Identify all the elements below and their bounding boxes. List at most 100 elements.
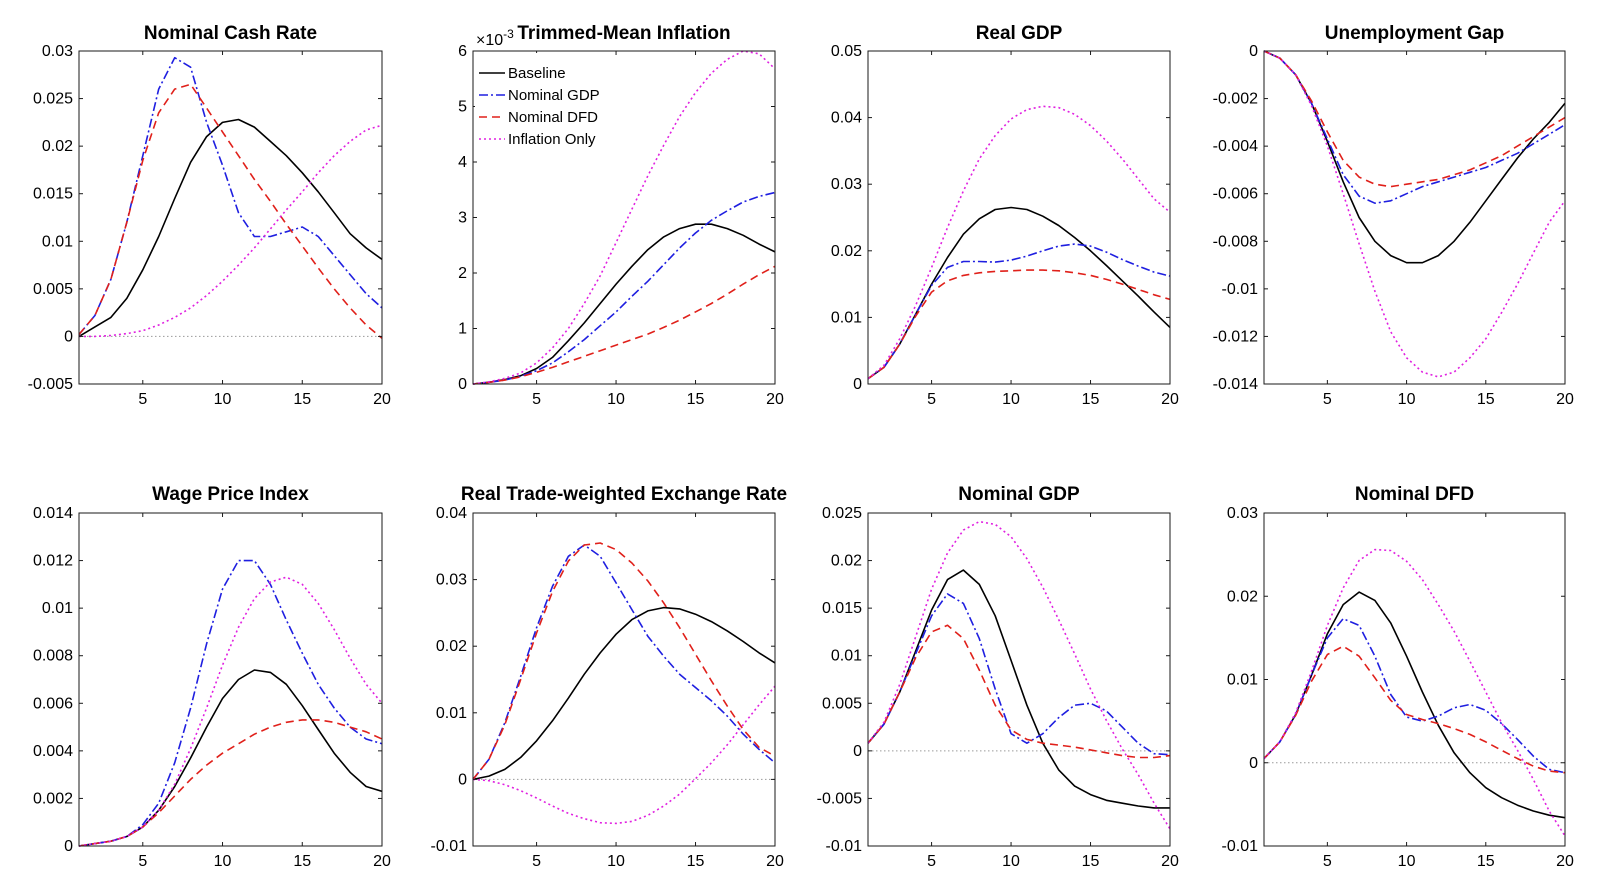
y-tick-label: 0 — [1249, 755, 1258, 772]
series-line-inflation-only — [78, 576, 383, 847]
axes-box — [472, 512, 776, 847]
series-line-nominal-dfd — [78, 83, 383, 339]
x-tick-label: 15 — [1477, 853, 1495, 870]
x-tick-label: 15 — [1477, 391, 1495, 408]
axes-box — [78, 512, 383, 847]
panel-title: Trimmed-Mean Inflation — [517, 23, 730, 44]
y-tick-label: -0.014 — [1213, 376, 1258, 393]
x-tick-label: 15 — [687, 853, 705, 870]
x-tick-label: 5 — [927, 391, 936, 408]
y-tick-label: 0.015 — [33, 186, 73, 203]
panel-real-trade-weighted-exchange-rate: 5 10 15 20 -0.01 0 0.01 0.02 0.03 0.04 Real Trade… — [431, 484, 788, 870]
y-tick-label: 0.012 — [33, 553, 73, 570]
x-tick-label: 20 — [373, 853, 391, 870]
y-tick-label: 0 — [1249, 43, 1258, 60]
y-tick-label: 0.025 — [33, 91, 73, 108]
x-tick-label: 15 — [1082, 853, 1100, 870]
y-tick-label: 0.01 — [1227, 672, 1258, 689]
series-line-nominal-dfd — [472, 265, 776, 385]
series-line-nominal-dfd — [867, 269, 1171, 380]
y-tick-label: 0 — [64, 328, 73, 345]
axes-box — [867, 512, 1171, 847]
y-tick-label: 4 — [458, 154, 467, 171]
panel-title: Nominal GDP — [958, 484, 1080, 505]
y-tick-label: 0 — [853, 376, 862, 393]
y-tick-label: 0.01 — [831, 648, 862, 665]
x-tick-label: 20 — [766, 391, 784, 408]
panel-nominal-dfd: Nominal DFD 5 10 15 20 -0.01 0 0.01 0.02 0.03 — [1222, 484, 1574, 870]
y-tick-label: 0.03 — [42, 43, 73, 60]
y-tick-label: 0 — [853, 743, 862, 760]
x-tick-label: 10 — [214, 391, 232, 408]
y-tick-label: 0.01 — [42, 600, 73, 617]
y-tick-label: -0.01 — [1222, 838, 1259, 855]
series-line-nominal-gdp — [78, 56, 383, 336]
y-tick-label: 0 — [64, 838, 73, 855]
y-tick-label: 0.014 — [33, 505, 73, 522]
series-line-inflation-only — [1263, 50, 1566, 378]
y-tick-label: -0.005 — [28, 376, 73, 393]
x-tick-label: 10 — [1398, 853, 1416, 870]
x-tick-label: 10 — [1002, 391, 1020, 408]
series-line-baseline — [472, 606, 776, 781]
y-tick-label: 0.03 — [1227, 505, 1258, 522]
y-tick-label: 0.02 — [42, 138, 73, 155]
x-tick-label: 5 — [138, 391, 147, 408]
series-line-inflation-only — [1263, 548, 1566, 837]
axis-multiplier: ×10-3 — [476, 27, 514, 49]
series-line-nominal-gdp — [472, 544, 776, 780]
y-tick-label: 1 — [458, 321, 467, 338]
x-tick-label: 10 — [607, 853, 625, 870]
y-tick-label: 0.006 — [33, 695, 73, 712]
y-tick-label: 6 — [458, 43, 467, 60]
y-tick-label: 0.03 — [831, 176, 862, 193]
y-tick-label: 0.002 — [33, 790, 73, 807]
panel-nominal-gdp: Nominal GDP 5 10 15 20 -0.01 -0.005 0 0.005 0.01… — [817, 484, 1179, 870]
panel-title: Real GDP — [976, 23, 1063, 44]
x-tick-label: 15 — [293, 853, 311, 870]
panel-title: Wage Price Index — [152, 484, 309, 505]
series-line-nominal-gdp — [867, 593, 1171, 756]
series-line-nominal-gdp — [1263, 617, 1566, 774]
y-tick-label: 0 — [458, 376, 467, 393]
y-tick-label: 0.02 — [831, 553, 862, 570]
legend-label: Nominal DFD — [508, 109, 598, 126]
y-tick-label: 0.04 — [436, 505, 467, 522]
y-tick-label: 0.02 — [436, 638, 467, 655]
legend-label: Nominal GDP — [508, 87, 600, 104]
series-line-baseline — [78, 118, 383, 338]
series-line-nominal-gdp — [472, 191, 776, 385]
panel-title: Unemployment Gap — [1325, 23, 1504, 44]
series-line-inflation-only — [472, 50, 776, 385]
y-tick-label: 3 — [458, 210, 467, 227]
legend-label: Inflation Only — [508, 131, 596, 148]
x-tick-label: 20 — [1556, 853, 1574, 870]
series-line-nominal-gdp — [1263, 50, 1566, 204]
x-tick-label: 15 — [687, 391, 705, 408]
y-tick-label: 0.02 — [831, 243, 862, 260]
y-tick-label: 0.008 — [33, 648, 73, 665]
panel-title: Real Trade-weighted Exchange Rate — [461, 484, 787, 505]
x-tick-label: 5 — [532, 391, 541, 408]
y-tick-label: 0.05 — [831, 43, 862, 60]
axes-box — [867, 50, 1171, 385]
x-tick-label: 15 — [1082, 391, 1100, 408]
axes-box — [1263, 50, 1566, 385]
legend: Baseline Nominal GDP Nominal DFD Inflation … — [475, 53, 615, 148]
y-tick-label: -0.005 — [817, 790, 862, 807]
x-tick-label: 20 — [1161, 853, 1179, 870]
legend-background — [475, 53, 615, 147]
panel-title: Nominal DFD — [1355, 484, 1474, 505]
y-tick-label: 0.01 — [831, 309, 862, 326]
x-tick-label: 20 — [1556, 391, 1574, 408]
x-tick-label: 5 — [532, 853, 541, 870]
x-tick-label: 10 — [607, 391, 625, 408]
x-tick-label: 5 — [927, 853, 936, 870]
panel-trimmed-mean-inflation: 5 10 15 20 0 1 2 3 4 5 6 Baseline Nominal GDP Nominal… — [458, 23, 784, 408]
legend-label: Baseline — [508, 65, 566, 82]
x-tick-label: 20 — [1161, 391, 1179, 408]
panel-title: Nominal Cash Rate — [144, 23, 317, 44]
y-tick-label: 0.005 — [33, 281, 73, 298]
